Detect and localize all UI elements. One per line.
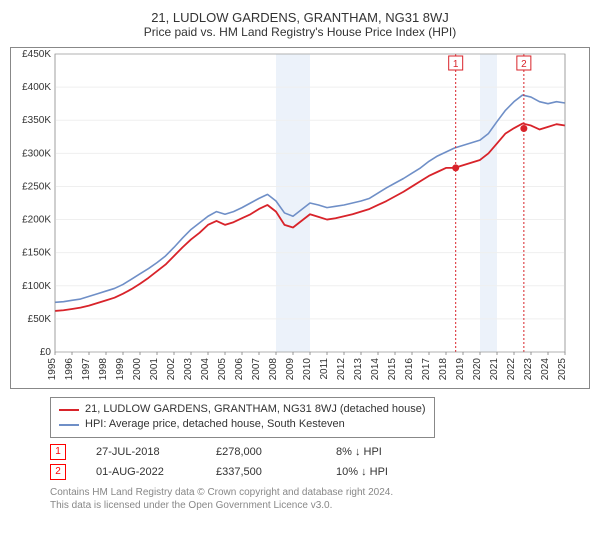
transaction-row: 1 27-JUL-2018 £278,000 8% ↓ HPI xyxy=(50,444,590,460)
legend-label: HPI: Average price, detached house, Sout… xyxy=(85,417,345,432)
svg-text:£0: £0 xyxy=(40,347,52,358)
svg-text:2016: 2016 xyxy=(404,358,415,381)
line-chart: £0 £50K £100K £150K £200K £250K £300K £350K £400… xyxy=(11,48,571,388)
svg-text:1999: 1999 xyxy=(115,358,126,381)
svg-text:2021: 2021 xyxy=(489,358,500,381)
svg-text:£100K: £100K xyxy=(22,281,51,292)
svg-text:£250K: £250K xyxy=(22,181,51,192)
svg-text:2011: 2011 xyxy=(319,358,330,380)
transaction-date: 01-AUG-2022 xyxy=(96,466,186,478)
svg-text:2012: 2012 xyxy=(336,358,347,381)
svg-text:2005: 2005 xyxy=(217,358,228,381)
footer-line-2: This data is licensed under the Open Gov… xyxy=(50,499,590,512)
legend: 21, LUDLOW GARDENS, GRANTHAM, NG31 8WJ (… xyxy=(50,397,435,438)
svg-text:2015: 2015 xyxy=(387,358,398,381)
page-subtitle: Price paid vs. HM Land Registry's House … xyxy=(10,25,590,39)
svg-text:1995: 1995 xyxy=(47,358,58,381)
svg-text:2003: 2003 xyxy=(183,358,194,381)
svg-text:2: 2 xyxy=(521,59,527,70)
svg-text:2022: 2022 xyxy=(506,358,517,381)
svg-text:2019: 2019 xyxy=(455,358,466,381)
svg-text:2007: 2007 xyxy=(251,358,262,381)
svg-text:£50K: £50K xyxy=(28,314,52,325)
transaction-delta: 10% ↓ HPI xyxy=(336,466,426,478)
svg-text:2010: 2010 xyxy=(302,358,313,381)
legend-item: 21, LUDLOW GARDENS, GRANTHAM, NG31 8WJ (… xyxy=(59,402,426,417)
transaction-price: £278,000 xyxy=(216,446,306,458)
svg-text:1: 1 xyxy=(453,59,459,70)
svg-text:2001: 2001 xyxy=(149,358,160,381)
svg-text:2014: 2014 xyxy=(370,358,381,381)
svg-text:£400K: £400K xyxy=(22,82,51,93)
svg-text:2023: 2023 xyxy=(523,358,534,381)
svg-text:2006: 2006 xyxy=(234,358,245,381)
svg-text:2000: 2000 xyxy=(132,358,143,381)
svg-text:2020: 2020 xyxy=(472,358,483,381)
transaction-marker: 1 xyxy=(50,444,66,460)
transaction-date: 27-JUL-2018 xyxy=(96,446,186,458)
svg-text:£200K: £200K xyxy=(22,215,51,226)
svg-text:2018: 2018 xyxy=(438,358,449,381)
transaction-rows: 1 27-JUL-2018 £278,000 8% ↓ HPI 2 01-AUG-2022… xyxy=(10,444,590,480)
transaction-row: 2 01-AUG-2022 £337,500 10% ↓ HPI xyxy=(50,464,590,480)
svg-text:2024: 2024 xyxy=(540,358,551,381)
svg-text:£350K: £350K xyxy=(22,115,51,126)
transaction-price: £337,500 xyxy=(216,466,306,478)
legend-item: HPI: Average price, detached house, Sout… xyxy=(59,417,426,432)
chart-container: £0 £50K £100K £150K £200K £250K £300K £350K £400… xyxy=(10,47,590,389)
svg-text:2025: 2025 xyxy=(557,358,568,381)
svg-text:2004: 2004 xyxy=(200,358,211,381)
svg-text:£300K: £300K xyxy=(22,148,51,159)
svg-text:2009: 2009 xyxy=(285,358,296,381)
transaction-delta: 8% ↓ HPI xyxy=(336,446,426,458)
transaction-marker: 2 xyxy=(50,464,66,480)
svg-text:1997: 1997 xyxy=(81,358,92,381)
footer-attribution: Contains HM Land Registry data © Crown c… xyxy=(50,486,590,512)
page-title: 21, LUDLOW GARDENS, GRANTHAM, NG31 8WJ xyxy=(10,10,590,25)
svg-text:£450K: £450K xyxy=(22,49,51,60)
legend-label: 21, LUDLOW GARDENS, GRANTHAM, NG31 8WJ (… xyxy=(85,402,426,417)
legend-swatch xyxy=(59,424,79,426)
svg-text:2008: 2008 xyxy=(268,358,279,381)
legend-swatch xyxy=(59,409,79,411)
svg-text:2013: 2013 xyxy=(353,358,364,381)
footer-line-1: Contains HM Land Registry data © Crown c… xyxy=(50,486,590,499)
svg-text:£150K: £150K xyxy=(22,248,51,259)
svg-text:1998: 1998 xyxy=(98,358,109,381)
svg-text:2002: 2002 xyxy=(166,358,177,381)
svg-text:1996: 1996 xyxy=(64,358,75,381)
svg-text:2017: 2017 xyxy=(421,358,432,381)
